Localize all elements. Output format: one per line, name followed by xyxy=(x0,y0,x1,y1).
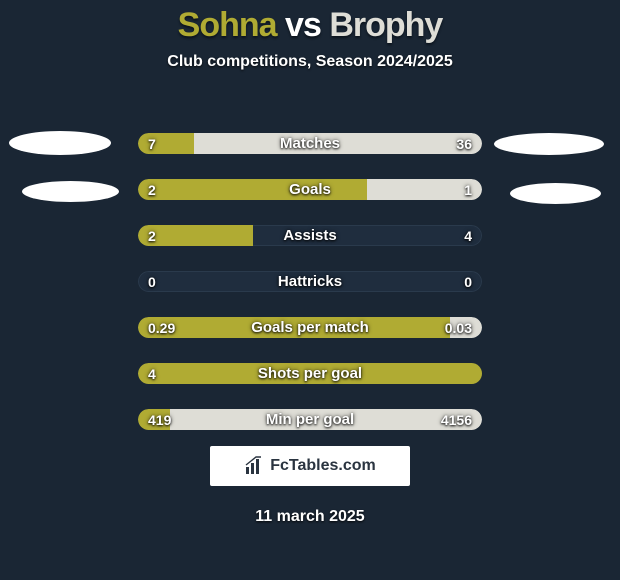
brand-box: FcTables.com xyxy=(210,446,410,486)
stat-row: 4194156Min per goal xyxy=(138,409,482,430)
brand-logo: FcTables.com xyxy=(244,456,376,476)
subtitle: Club competitions, Season 2024/2025 xyxy=(0,53,620,71)
comparison-title: Sohna vs Brophy xyxy=(0,6,620,45)
stat-row: 736Matches xyxy=(138,133,482,154)
stat-label: Assists xyxy=(138,225,482,246)
date-text: 11 march 2025 xyxy=(0,508,620,526)
stat-label: Matches xyxy=(138,133,482,154)
player2-oval-top xyxy=(494,133,604,155)
player2-oval-bottom xyxy=(510,183,601,204)
chart-icon xyxy=(244,456,264,476)
stat-label: Shots per goal xyxy=(138,363,482,384)
title-vs: vs xyxy=(285,6,321,44)
stat-row: 00Hattricks xyxy=(138,271,482,292)
player1-oval-top xyxy=(9,131,111,155)
stat-row: 24Assists xyxy=(138,225,482,246)
stats-bars: 736Matches 21Goals 24Assists 00Hattricks 0.2… xyxy=(138,133,482,430)
stat-row: 0.290.03Goals per match xyxy=(138,317,482,338)
title-player2: Brophy xyxy=(329,6,442,44)
stat-label: Min per goal xyxy=(138,409,482,430)
stat-label: Goals xyxy=(138,179,482,200)
player1-oval-bottom xyxy=(22,181,119,202)
stat-row: 21Goals xyxy=(138,179,482,200)
brand-text: FcTables.com xyxy=(270,457,376,475)
stat-label: Goals per match xyxy=(138,317,482,338)
title-player1: Sohna xyxy=(178,6,277,44)
stat-label: Hattricks xyxy=(138,271,482,292)
stat-row: 4Shots per goal xyxy=(138,363,482,384)
